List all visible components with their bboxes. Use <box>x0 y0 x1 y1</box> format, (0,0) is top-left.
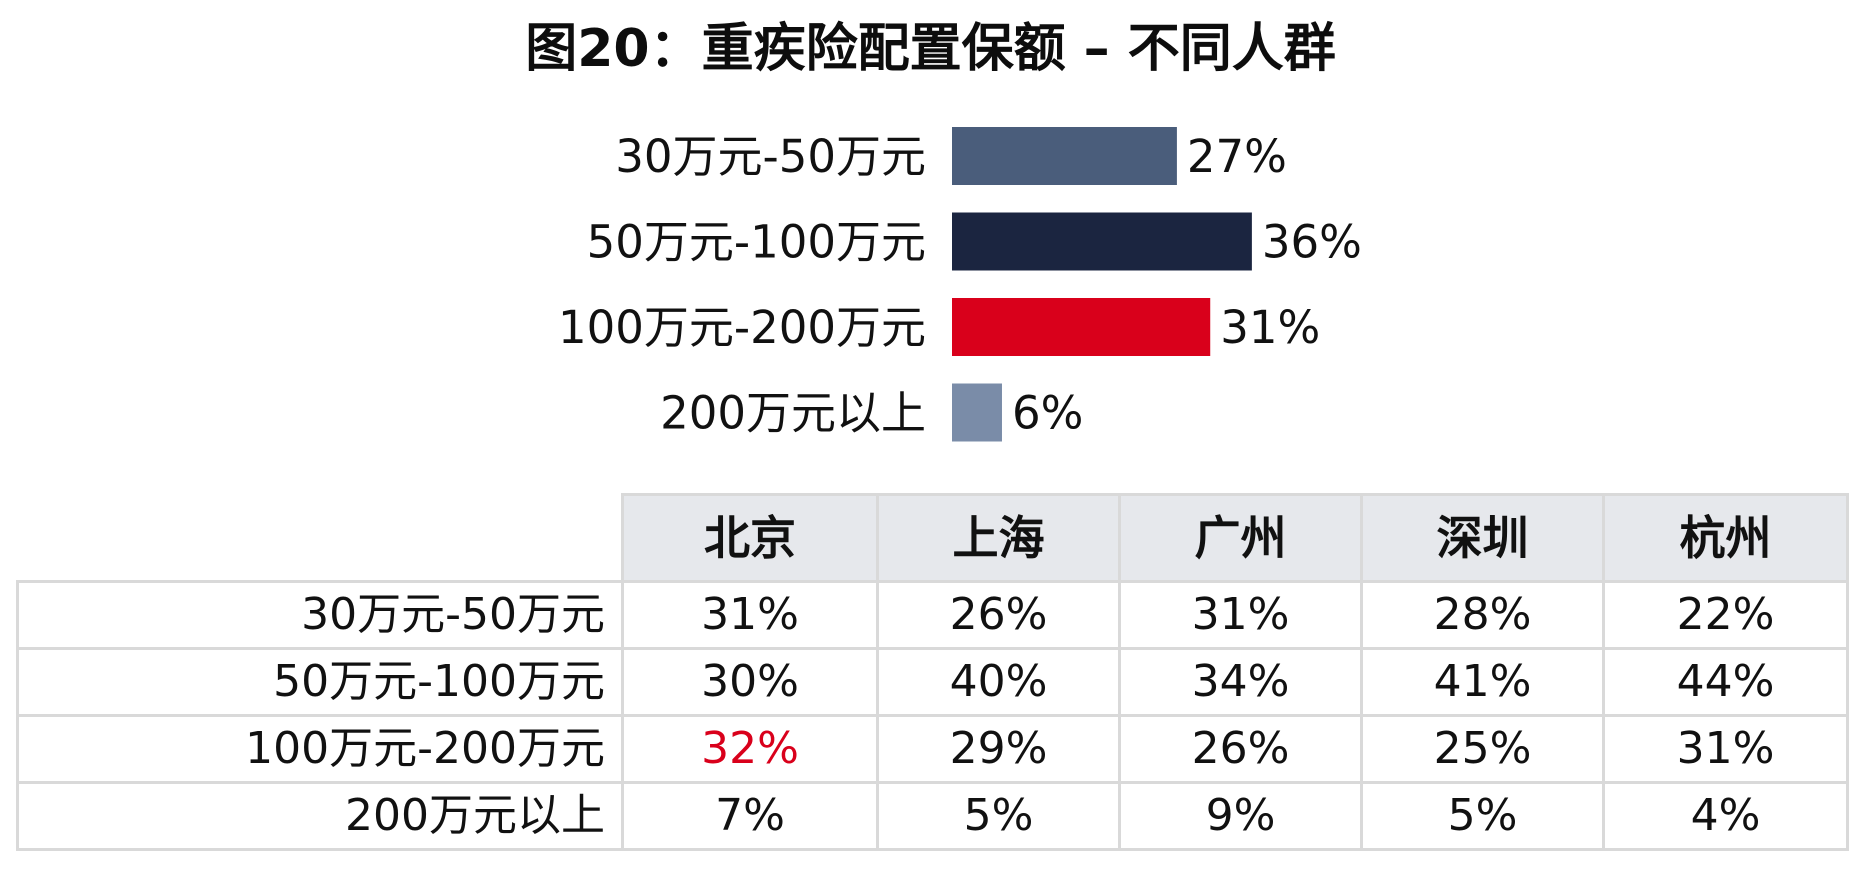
city-breakdown-table: 北京 上海 广州 深圳 杭州 30万元-50万元 31% 26% 31% 28%… <box>16 493 1849 851</box>
table-cell: 31% <box>621 580 879 650</box>
bar-category-label: 50万元-100万元 <box>587 216 926 269</box>
table-cell: 31% <box>1602 714 1849 784</box>
bar-value-label: 36% <box>1262 216 1362 269</box>
table-cell: 41% <box>1360 647 1605 717</box>
bar-category-label: 200万元以上 <box>660 387 926 440</box>
table-cell: 40% <box>876 647 1121 717</box>
bar-value-label: 6% <box>1012 387 1083 440</box>
table-cell: 44% <box>1602 647 1849 717</box>
column-header-guangzhou: 广州 <box>1118 493 1363 583</box>
bar-value-label: 31% <box>1220 301 1320 354</box>
column-header-beijing: 北京 <box>621 493 879 583</box>
bar-chart: 30万元-50万元 27% 50万元-100万元 36% 100万元-200万元 31% 2… <box>558 127 1362 442</box>
column-header-shenzhen: 深圳 <box>1360 493 1605 583</box>
table-row: 100万元-200万元 32% 29% 26% 25% 31% <box>16 714 1849 784</box>
table-cell: 28% <box>1360 580 1605 650</box>
table-cell: 22% <box>1602 580 1849 650</box>
table-cell: 5% <box>1360 781 1605 851</box>
table-cell: 9% <box>1118 781 1363 851</box>
column-header-shanghai: 上海 <box>876 493 1121 583</box>
table-header-row: 北京 上海 广州 深圳 杭州 <box>17 493 1849 583</box>
table-cell: 29% <box>876 714 1121 784</box>
bar-category-label: 100万元-200万元 <box>558 301 926 354</box>
table-cell: 34% <box>1118 647 1363 717</box>
table-cell: 7% <box>621 781 879 851</box>
row-label: 50万元-100万元 <box>16 647 624 717</box>
table-cell: 26% <box>876 580 1121 650</box>
table-cell: 26% <box>1118 714 1363 784</box>
row-label: 200万元以上 <box>16 781 624 851</box>
column-header-hangzhou: 杭州 <box>1602 493 1849 583</box>
table-corner-cell <box>17 494 623 583</box>
chart-title: 图20：重疾险配置保额 – 不同人群 <box>525 19 1336 79</box>
row-label: 30万元-50万元 <box>16 580 624 650</box>
bar <box>952 127 1177 185</box>
table-cell-highlighted: 32% <box>621 714 879 784</box>
table-cell: 30% <box>621 647 879 717</box>
table-cell: 5% <box>876 781 1121 851</box>
table-cell: 4% <box>1602 781 1849 851</box>
table-cell: 25% <box>1360 714 1605 784</box>
bar <box>952 383 1002 442</box>
bar-value-label: 27% <box>1187 130 1287 183</box>
table-row: 50万元-100万元 30% 40% 34% 41% 44% <box>16 647 1849 717</box>
bar-category-label: 30万元-50万元 <box>615 130 926 183</box>
table-cell: 31% <box>1118 580 1363 650</box>
row-label: 100万元-200万元 <box>16 714 624 784</box>
table-row: 200万元以上 7% 5% 9% 5% 4% <box>16 781 1849 851</box>
bar <box>952 298 1211 356</box>
bar <box>952 212 1252 271</box>
table-row: 30万元-50万元 31% 26% 31% 28% 22% <box>16 580 1849 650</box>
